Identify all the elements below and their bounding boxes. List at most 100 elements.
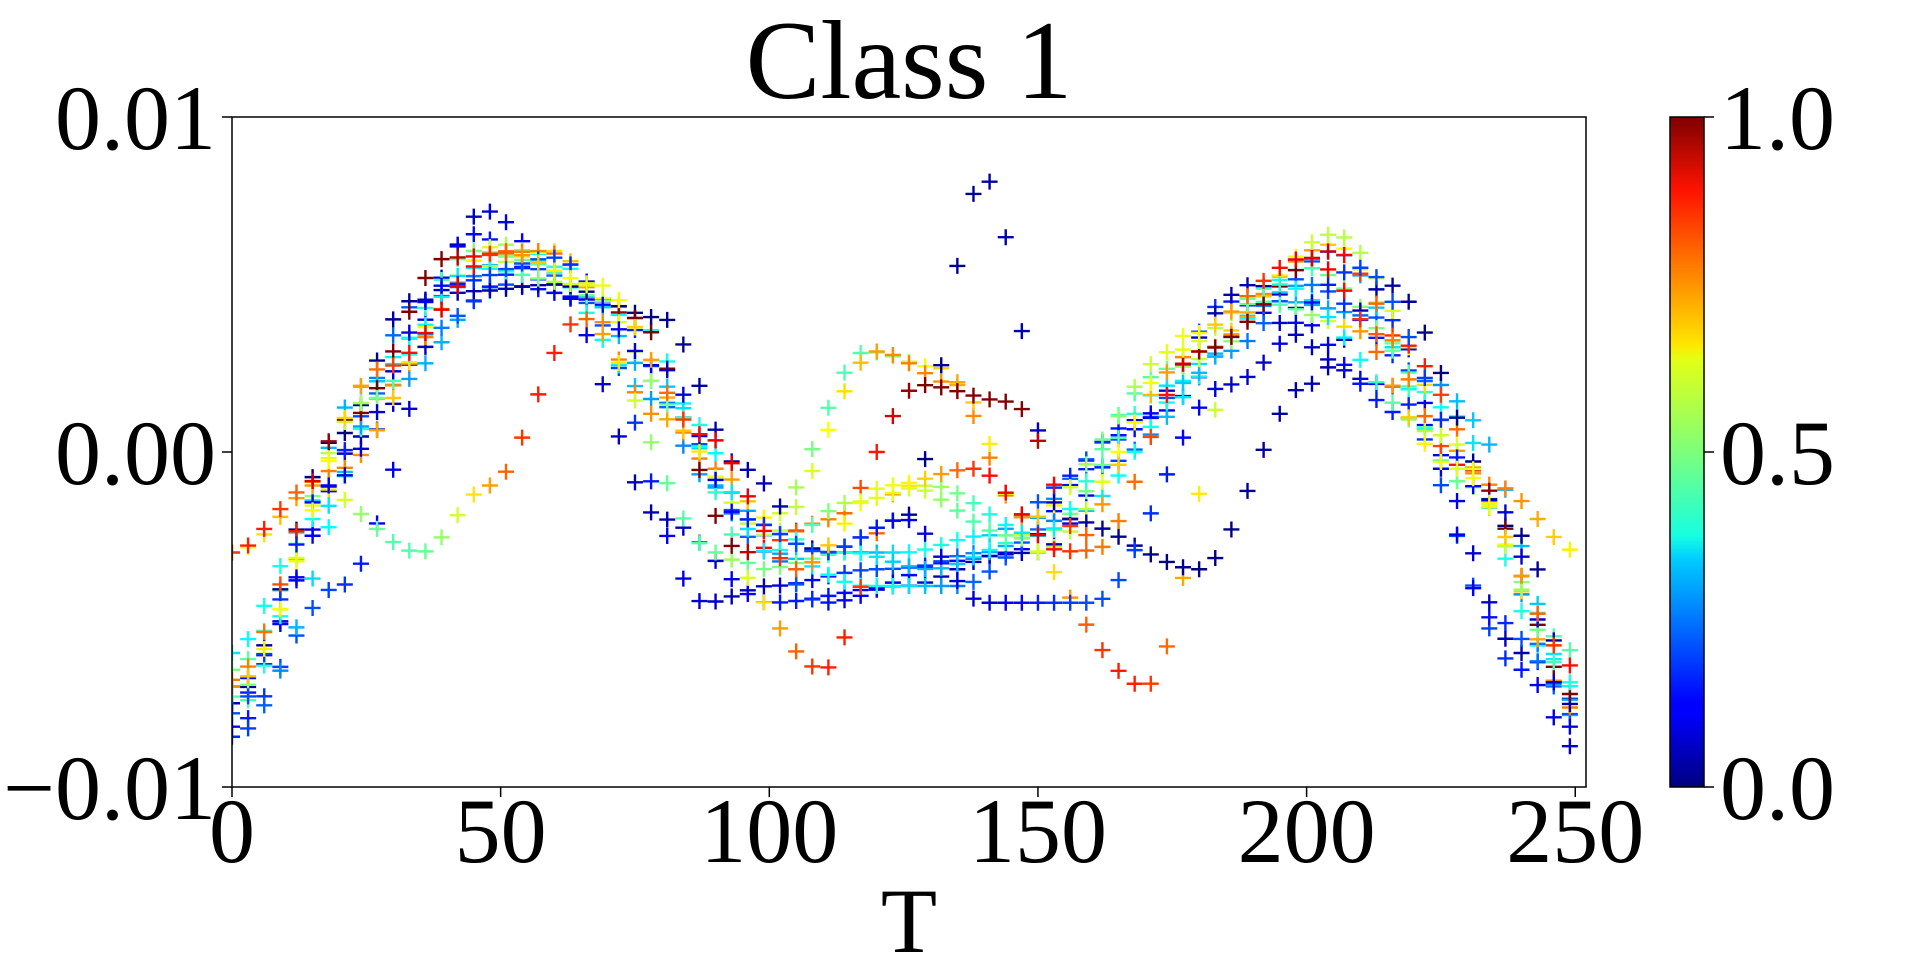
data-point bbox=[1368, 269, 1385, 286]
data-point bbox=[1465, 580, 1482, 597]
data-point bbox=[256, 624, 273, 641]
data-point bbox=[643, 473, 660, 490]
data-point bbox=[594, 277, 611, 294]
data-point bbox=[1400, 293, 1417, 310]
data-point bbox=[1336, 329, 1353, 346]
data-point bbox=[1094, 642, 1111, 659]
data-point bbox=[1062, 543, 1079, 560]
data-point bbox=[1029, 508, 1046, 525]
data-point bbox=[659, 475, 676, 492]
data-point bbox=[981, 563, 998, 580]
data-point bbox=[578, 327, 595, 344]
data-point bbox=[804, 572, 821, 589]
data-point bbox=[1465, 434, 1482, 451]
data-point bbox=[901, 544, 917, 561]
data-point bbox=[562, 270, 579, 287]
data-point bbox=[1207, 380, 1224, 397]
data-point bbox=[965, 573, 982, 590]
data-point bbox=[949, 485, 966, 502]
data-point bbox=[691, 426, 708, 443]
data-point bbox=[675, 386, 692, 403]
data-point bbox=[1513, 548, 1530, 565]
data-point bbox=[949, 383, 966, 400]
data-point bbox=[1303, 234, 1320, 251]
data-point bbox=[1368, 295, 1385, 312]
data-point bbox=[320, 519, 337, 536]
data-point bbox=[1513, 493, 1530, 510]
data-point bbox=[1432, 386, 1449, 403]
data-point bbox=[917, 561, 934, 578]
data-point bbox=[288, 484, 305, 501]
data-point bbox=[1110, 513, 1127, 530]
data-point bbox=[433, 251, 450, 268]
data-point bbox=[288, 553, 305, 570]
data-point bbox=[723, 503, 740, 520]
data-point bbox=[610, 354, 627, 371]
data-point bbox=[981, 391, 998, 408]
data-point bbox=[626, 318, 643, 335]
data-point bbox=[1013, 506, 1030, 523]
data-point bbox=[498, 280, 515, 297]
data-point bbox=[1497, 650, 1514, 667]
data-point bbox=[1175, 374, 1192, 391]
data-point bbox=[804, 441, 821, 458]
data-point bbox=[772, 620, 789, 637]
data-point bbox=[852, 479, 869, 496]
data-point bbox=[675, 510, 692, 527]
data-point bbox=[530, 386, 547, 403]
data-point bbox=[1513, 630, 1530, 647]
data-point bbox=[1481, 609, 1498, 626]
data-point bbox=[675, 411, 692, 428]
data-point bbox=[352, 555, 369, 572]
data-point bbox=[352, 505, 369, 522]
data-point bbox=[1223, 521, 1240, 538]
data-point bbox=[933, 578, 950, 594]
data-point bbox=[1303, 276, 1320, 293]
data-point bbox=[304, 527, 321, 544]
data-point bbox=[304, 502, 321, 519]
data-point bbox=[1029, 594, 1046, 611]
data-point bbox=[691, 443, 708, 460]
data-point bbox=[997, 229, 1014, 246]
data-point bbox=[256, 697, 273, 714]
data-point bbox=[804, 462, 821, 479]
data-point bbox=[1110, 456, 1127, 473]
data-point bbox=[820, 421, 837, 438]
data-point bbox=[1529, 511, 1546, 527]
data-point bbox=[1158, 344, 1175, 361]
data-point bbox=[1352, 244, 1369, 261]
data-point bbox=[965, 185, 982, 202]
data-point bbox=[1255, 272, 1272, 289]
data-point bbox=[739, 511, 756, 528]
data-point bbox=[643, 405, 660, 422]
data-point bbox=[1110, 662, 1127, 679]
data-point bbox=[1384, 332, 1401, 349]
data-point bbox=[1078, 501, 1095, 518]
colorbar-tick-label: 0.0 bbox=[1720, 737, 1835, 839]
data-point bbox=[1126, 675, 1143, 692]
data-point bbox=[884, 553, 901, 570]
data-point bbox=[1416, 408, 1433, 425]
data-point bbox=[1465, 545, 1482, 562]
data-point bbox=[659, 311, 676, 328]
data-point bbox=[852, 545, 869, 562]
data-point bbox=[1094, 473, 1111, 490]
data-point bbox=[232, 695, 240, 712]
data-point bbox=[1352, 375, 1369, 392]
data-point bbox=[1545, 637, 1562, 654]
data-point bbox=[1207, 316, 1224, 333]
data-point bbox=[1561, 674, 1578, 691]
data-point bbox=[1029, 494, 1046, 511]
data-point bbox=[417, 355, 434, 372]
data-point bbox=[755, 475, 772, 492]
data-point bbox=[997, 393, 1014, 410]
data-point bbox=[385, 327, 402, 344]
data-point bbox=[1110, 408, 1127, 425]
data-point bbox=[884, 408, 901, 425]
data-point bbox=[981, 449, 998, 466]
data-point bbox=[1320, 226, 1337, 243]
data-point bbox=[1175, 429, 1192, 446]
data-point bbox=[1303, 250, 1320, 267]
data-point bbox=[449, 307, 466, 324]
data-point bbox=[820, 399, 837, 416]
